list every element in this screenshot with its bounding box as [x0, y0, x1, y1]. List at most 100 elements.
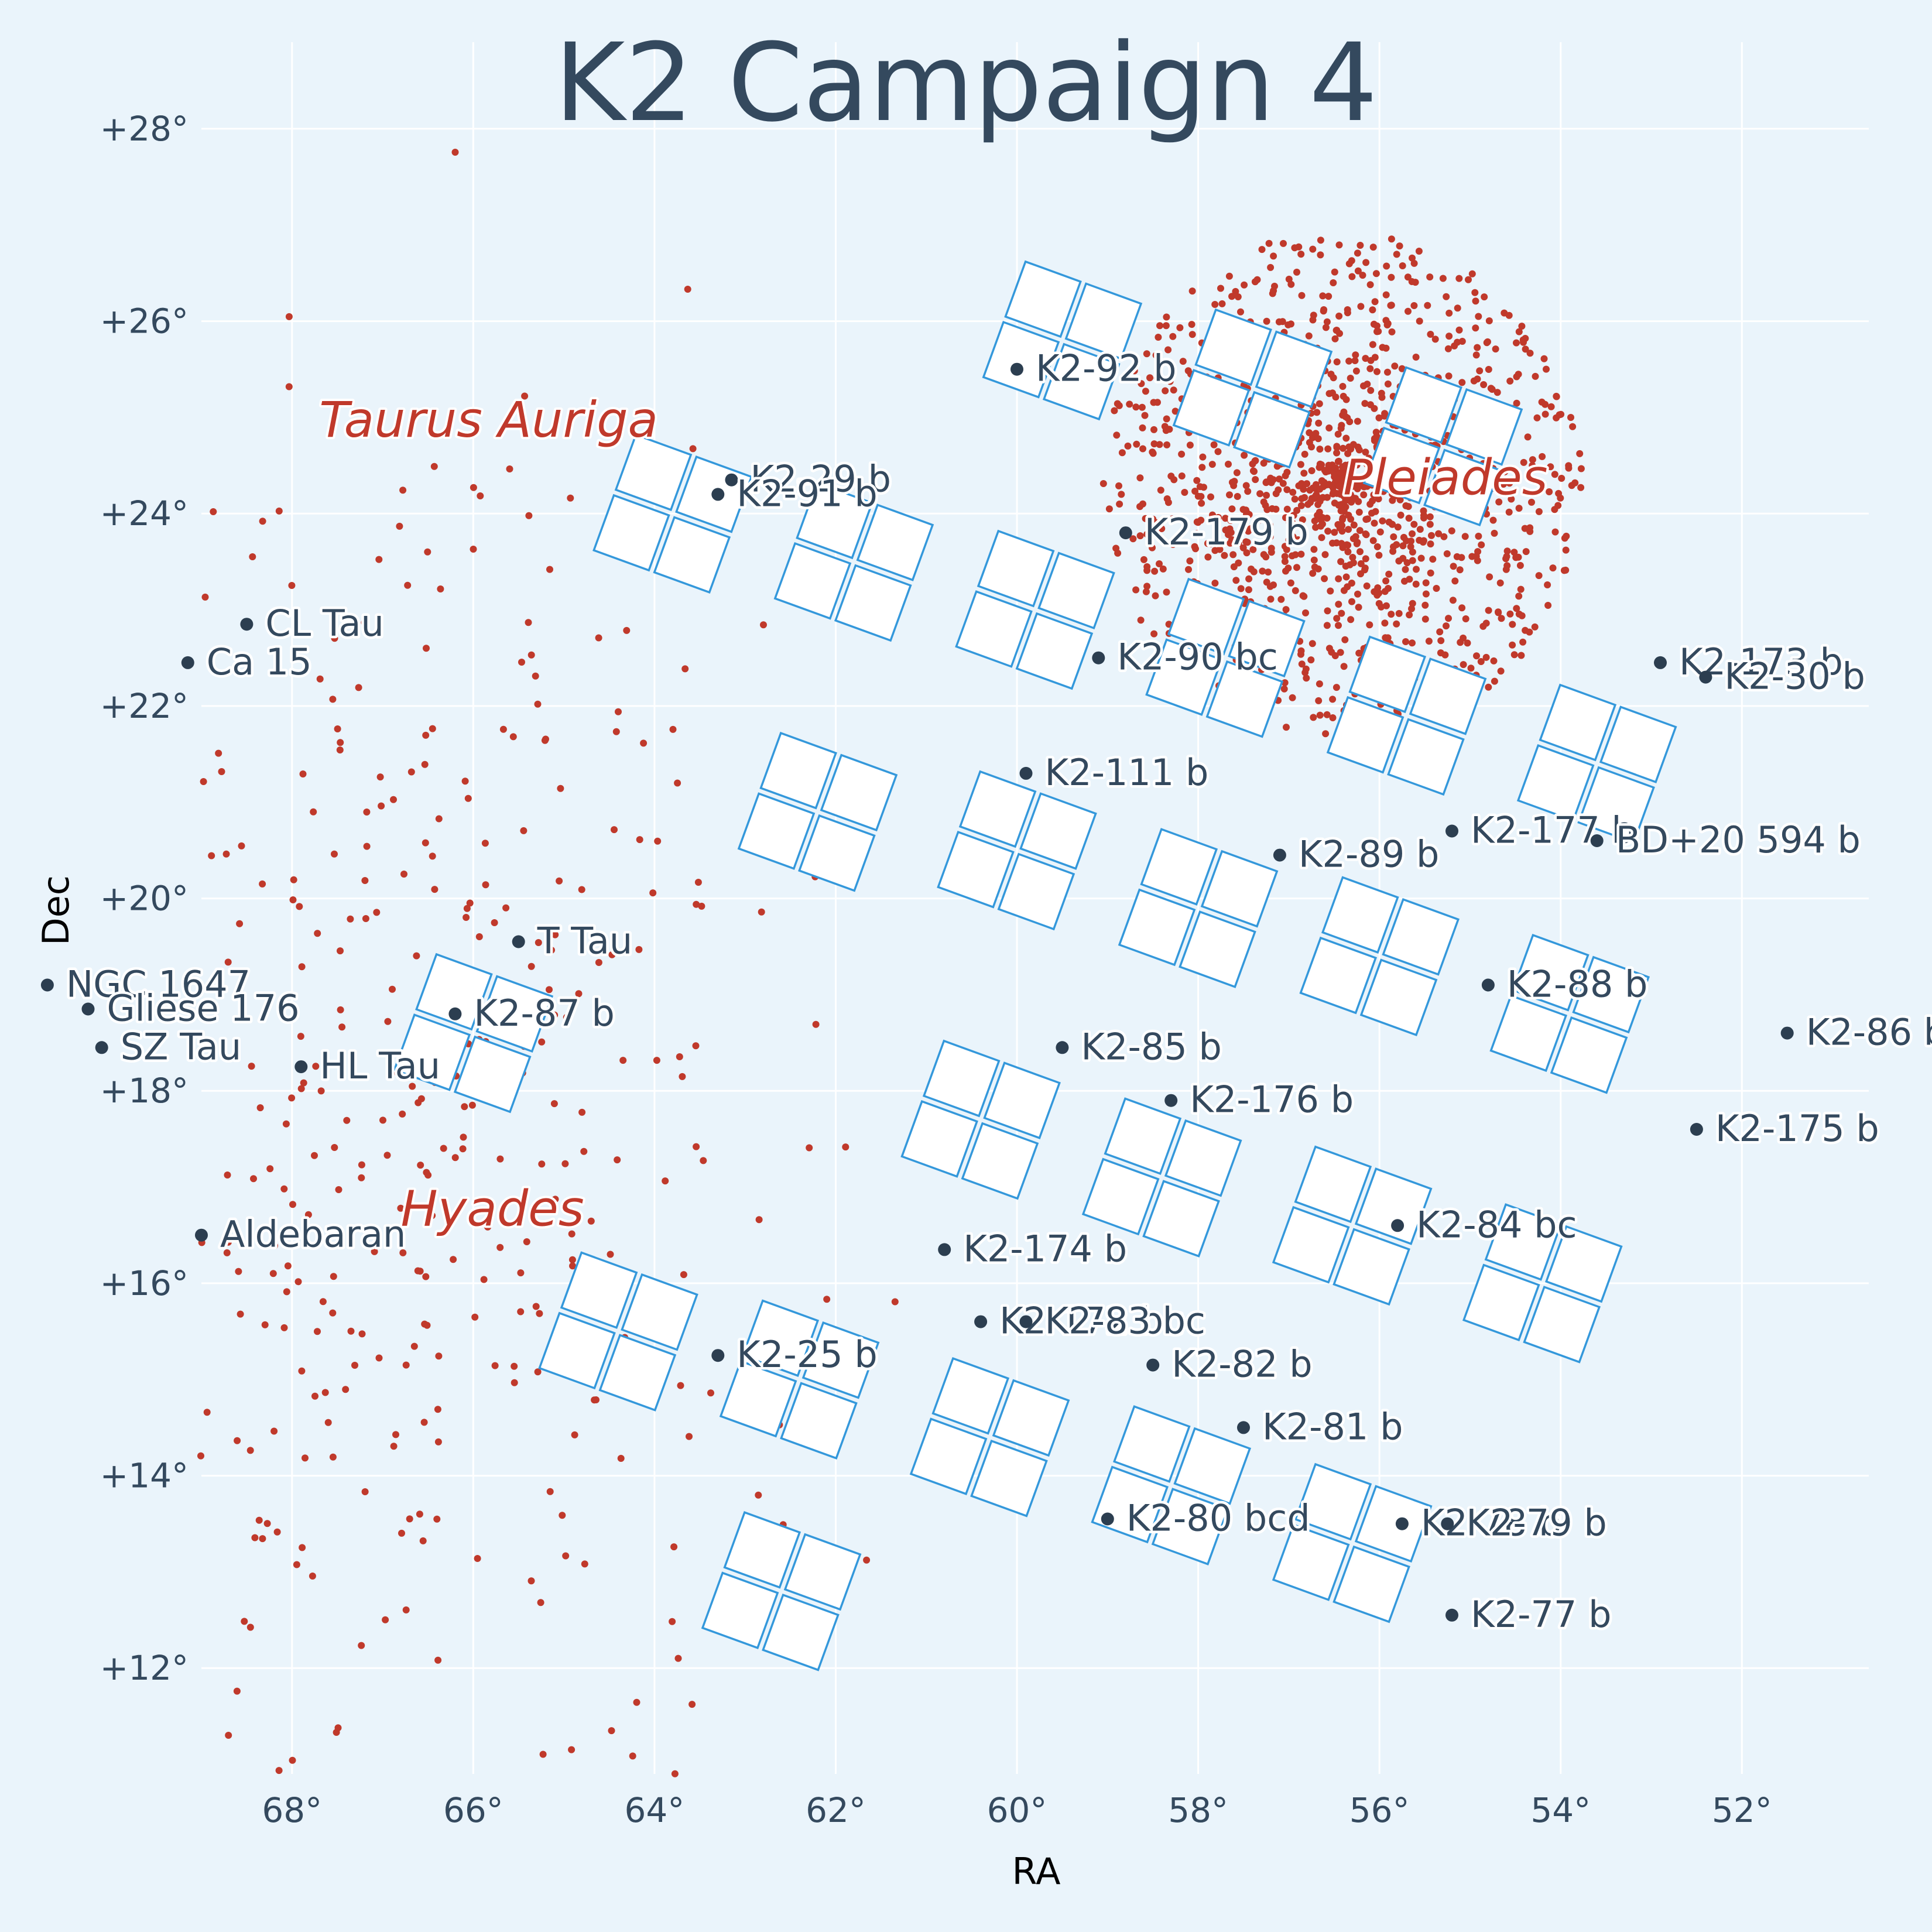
star-point [551, 1011, 559, 1019]
star-point [1433, 585, 1440, 592]
star-point [422, 731, 430, 739]
star-point [1309, 570, 1317, 577]
star-point [548, 946, 555, 954]
star-point [1364, 381, 1371, 388]
star-point [1132, 403, 1140, 411]
ccd-chip [856, 503, 934, 581]
star-point [1362, 530, 1369, 537]
planet-marker [1654, 656, 1667, 669]
star-point [464, 794, 472, 802]
star-point [238, 842, 245, 849]
star-point [1360, 491, 1368, 499]
star-point [1215, 513, 1222, 521]
ccd-chip [1019, 792, 1097, 870]
star-point [1322, 324, 1330, 331]
star-point [1513, 373, 1520, 381]
star-point [1529, 456, 1536, 464]
star-point [629, 1752, 636, 1760]
star-point [210, 508, 217, 515]
star-point [1334, 458, 1342, 465]
star-point [1198, 499, 1205, 507]
star-point [1323, 622, 1331, 629]
ccd-chip [1173, 1427, 1252, 1505]
star-point [1404, 273, 1412, 281]
star-point [1498, 615, 1505, 622]
star-point [527, 651, 535, 659]
star-point [1547, 403, 1555, 410]
ccd-chip [1064, 282, 1143, 360]
star-point [1347, 446, 1355, 453]
star-point [1467, 664, 1475, 672]
star-point [517, 1269, 525, 1277]
star-point [1333, 443, 1341, 450]
ccd-chip [1004, 260, 1082, 338]
star-point [424, 548, 431, 556]
star-point [1406, 576, 1413, 583]
star-point [1152, 592, 1159, 600]
star-point [376, 773, 384, 781]
ccd-chip [701, 1571, 779, 1650]
ccd-chip [1172, 369, 1251, 447]
star-point [1316, 400, 1323, 407]
star-point [399, 487, 407, 494]
ccd-chip [719, 1359, 797, 1438]
star-point [1164, 499, 1172, 506]
star-point [1355, 604, 1362, 611]
star-point [1330, 488, 1337, 496]
star-point [1472, 553, 1480, 560]
star-point [246, 1623, 254, 1631]
star-point [1266, 522, 1274, 529]
star-point [1486, 573, 1493, 581]
star-point [1562, 546, 1570, 554]
star-point [1503, 553, 1510, 560]
star-point [1316, 498, 1324, 505]
star-point [1313, 409, 1321, 416]
ccd-chip [1409, 657, 1487, 735]
star-point [1164, 346, 1172, 354]
star-point [689, 445, 697, 453]
star-point [1200, 484, 1207, 491]
star-point [1329, 696, 1337, 703]
star-point [363, 809, 371, 816]
star-point [535, 939, 542, 946]
star-point [569, 1262, 576, 1270]
star-point [1283, 486, 1291, 494]
region-labels: Taurus Auriga Pleiades Hyades [317, 389, 1550, 1240]
star-point [1289, 488, 1297, 496]
star-point [203, 1409, 211, 1416]
star-point [1356, 527, 1364, 535]
star-point [275, 507, 283, 515]
ccd-chip [982, 320, 1060, 399]
star-point [1143, 583, 1151, 590]
star-point [1312, 481, 1320, 488]
star-point [1456, 566, 1464, 574]
star-point [1427, 569, 1434, 577]
star-point [414, 1267, 422, 1275]
star-point [1535, 508, 1543, 515]
star-point [1169, 333, 1177, 340]
ccd-chip [1326, 696, 1405, 774]
planet-label: K2-92 b [1036, 347, 1176, 390]
ccd-module [393, 953, 554, 1114]
star-point [299, 770, 307, 777]
star-point [1409, 639, 1416, 647]
star-point [1383, 321, 1391, 328]
star-point [1311, 563, 1318, 571]
star-point [329, 1309, 337, 1317]
ccd-chip [955, 590, 1033, 668]
star-point [1389, 547, 1397, 555]
star-point [1229, 538, 1236, 546]
ccd-chip [796, 481, 873, 560]
ccd-chip [1194, 308, 1272, 386]
ccd-chip [759, 731, 837, 810]
star-point [1232, 577, 1240, 584]
planet-marker [711, 488, 725, 501]
ccd-chip [1332, 1228, 1410, 1306]
star-point [347, 1327, 355, 1335]
star-point [1188, 331, 1196, 338]
star-point [502, 904, 510, 912]
star-point [1391, 362, 1399, 370]
star-point [375, 1235, 382, 1242]
star-point [537, 1599, 544, 1606]
star-point [249, 553, 256, 560]
